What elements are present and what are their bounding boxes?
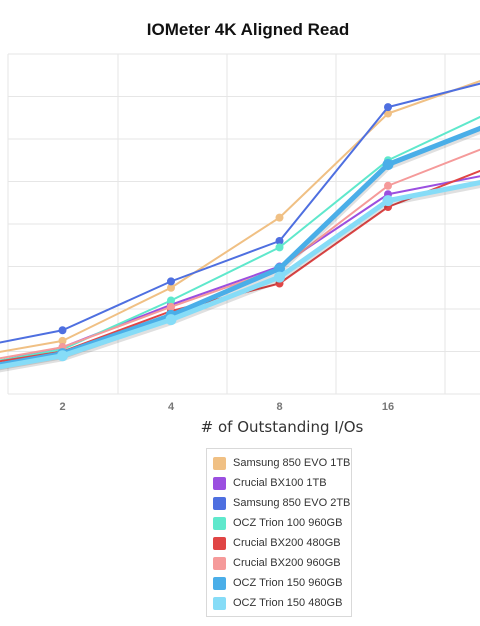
series-line	[0, 115, 480, 362]
data-point	[167, 302, 175, 311]
series-samsung-850-evo-2tb	[0, 82, 480, 344]
legend-swatch	[213, 476, 226, 490]
legend-label: OCZ Trion 150 480GB	[233, 597, 343, 609]
legend-label: OCZ Trion 150 960GB	[233, 577, 343, 589]
legend-item: Crucial BX200 960GB	[213, 553, 351, 573]
data-point	[58, 336, 67, 345]
legend-item: OCZ Trion 100 960GB	[213, 513, 351, 533]
legend-swatch	[213, 516, 226, 530]
series-samsung-850-evo-1tb	[0, 80, 480, 353]
x-tick-label: 2	[59, 401, 65, 413]
data-point	[382, 159, 394, 170]
legend-item: Crucial BX100 1TB	[213, 473, 351, 493]
series-ocz-trion-150-480gb	[0, 180, 480, 373]
data-point	[384, 109, 392, 118]
legend-swatch	[213, 496, 226, 510]
data-point	[167, 277, 175, 286]
legend-item: OCZ Trion 150 480GB	[213, 593, 351, 613]
legend-label: OCZ Trion 100 960GB	[233, 517, 343, 529]
data-point	[167, 296, 175, 305]
x-axis-title: # of Outstanding I/Os	[201, 418, 364, 436]
legend-swatch	[213, 556, 226, 570]
data-point	[167, 283, 175, 292]
legend-swatch	[213, 536, 226, 550]
legend-label: Samsung 850 EVO 1TB	[233, 457, 351, 469]
data-point	[384, 103, 392, 112]
chart-title: IOMeter 4K Aligned Read	[147, 20, 349, 39]
data-point	[275, 243, 284, 252]
data-point	[274, 263, 285, 275]
legend-item: Samsung 850 EVO 2TB	[213, 493, 351, 513]
legend-swatch	[213, 576, 226, 590]
legend-label: Samsung 850 EVO 2TB	[233, 497, 351, 509]
data-point	[274, 271, 285, 283]
grid	[7, 53, 480, 395]
series-line	[0, 180, 480, 370]
legend-swatch	[213, 596, 226, 610]
series-line	[0, 80, 480, 353]
legend-label: Crucial BX200 960GB	[233, 557, 341, 569]
x-tick-label: 4	[168, 401, 175, 413]
legend-label: Crucial BX200 480GB	[233, 537, 341, 549]
legend: Samsung 850 EVO 1TB Crucial BX100 1TB Sams…	[206, 448, 352, 617]
data-point	[384, 181, 392, 190]
data-point	[58, 326, 67, 335]
x-tick-labels: 2 4 8 16	[59, 401, 394, 413]
data-point	[275, 237, 284, 245]
data-point	[382, 195, 394, 207]
x-tick-label: 8	[276, 401, 282, 413]
legend-label: Crucial BX100 1TB	[233, 477, 327, 489]
legend-swatch	[213, 456, 226, 470]
legend-item: OCZ Trion 150 960GB	[213, 573, 351, 593]
data-point	[57, 350, 68, 362]
legend-item: Crucial BX200 480GB	[213, 533, 351, 553]
legend-item: Samsung 850 EVO 1TB	[213, 453, 351, 473]
series-line	[0, 82, 480, 344]
data-point	[165, 314, 177, 326]
series-line	[0, 148, 480, 360]
data-point	[275, 213, 284, 222]
x-tick-label: 16	[382, 401, 394, 413]
series-lines	[0, 80, 480, 373]
